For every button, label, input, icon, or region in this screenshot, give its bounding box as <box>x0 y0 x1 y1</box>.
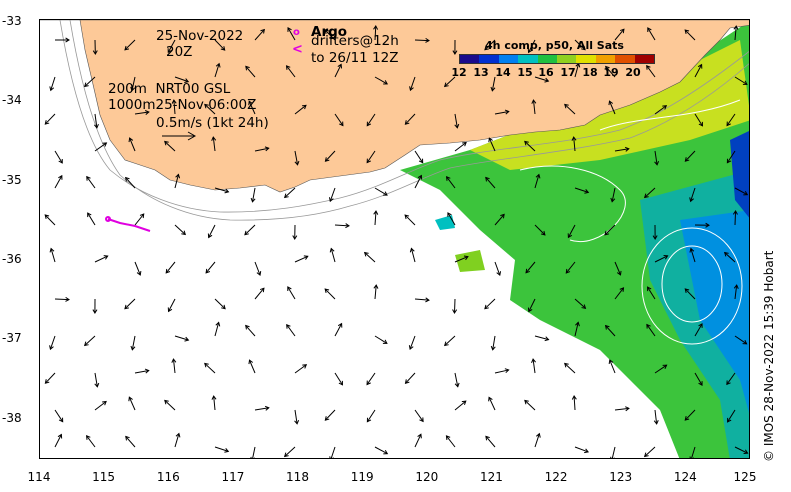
colorbar-tick: 20 <box>625 66 641 79</box>
colorbar-title: 4h comp, p50, All Sats <box>485 39 624 52</box>
colorbar-swatch <box>557 55 577 63</box>
scale-arrow-icon <box>162 131 197 141</box>
x-tick: 115 <box>92 470 116 484</box>
sst-current-map <box>40 20 749 458</box>
x-tick: 116 <box>156 470 180 484</box>
colorbar-tick: 19 <box>603 66 619 79</box>
drifters-label-2: to 26/11 12Z <box>311 50 399 66</box>
colorbar-swatch <box>615 55 635 63</box>
colorbar-tick: 14 <box>495 66 511 79</box>
product-label: 200m NRT00 GSL <box>108 81 231 97</box>
colorbar-swatch <box>460 55 480 63</box>
colorbar-swatch <box>595 55 616 63</box>
y-tick: -37 <box>2 331 22 345</box>
date-label: 25-Nov-2022 <box>156 28 244 44</box>
colorbar-swatch <box>634 55 655 63</box>
argo-circle-icon: o <box>293 27 300 38</box>
drifters-label: drifters@12h <box>311 33 399 49</box>
x-tick: 122 <box>544 470 568 484</box>
sst-isotherms <box>519 99 743 345</box>
x-tick: 120 <box>415 470 439 484</box>
y-tick: -36 <box>2 252 22 266</box>
product-time-label: 1000m25-Nov 06:00Z <box>108 97 257 113</box>
map-panel <box>39 19 750 459</box>
argo-drifter-tracks <box>105 216 151 232</box>
x-tick: 125 <box>733 470 757 484</box>
x-tick: 114 <box>27 470 51 484</box>
y-tick: -33 <box>2 14 22 28</box>
colorbar-swatch <box>537 55 558 63</box>
colorbar-tick: 13 <box>473 66 489 79</box>
current-vectors <box>44 25 749 458</box>
colorbar-swatch <box>479 55 499 63</box>
colorbar-swatch <box>498 55 519 63</box>
y-tick: -34 <box>2 93 22 107</box>
x-tick: 119 <box>350 470 374 484</box>
x-tick: 124 <box>673 470 697 484</box>
y-tick: -38 <box>2 411 22 425</box>
scale-label: 0.5m/s (1kt 24h) <box>156 115 269 131</box>
x-tick: 123 <box>609 470 633 484</box>
time-label: 20Z <box>166 44 193 60</box>
colorbar-swatch <box>576 55 596 63</box>
colorbar-tick: 18 <box>582 66 598 79</box>
x-tick: 117 <box>221 470 245 484</box>
x-tick: 121 <box>479 470 503 484</box>
colorbar <box>459 54 655 64</box>
x-tick: 118 <box>286 470 309 484</box>
colorbar-swatch <box>518 55 538 63</box>
colorbar-tick: 15 <box>517 66 533 79</box>
drifter-track-icon: < <box>292 42 303 57</box>
credit-label: © IMOS 28-Nov-2022 15:39 Hobart <box>762 250 776 462</box>
colorbar-tick: 17 <box>560 66 576 79</box>
colorbar-tick: 12 <box>451 66 467 79</box>
argo-label: Argo <box>311 24 348 40</box>
bathymetry-contours <box>59 20 749 221</box>
y-tick: -35 <box>2 173 22 187</box>
colorbar-tick: 16 <box>538 66 554 79</box>
